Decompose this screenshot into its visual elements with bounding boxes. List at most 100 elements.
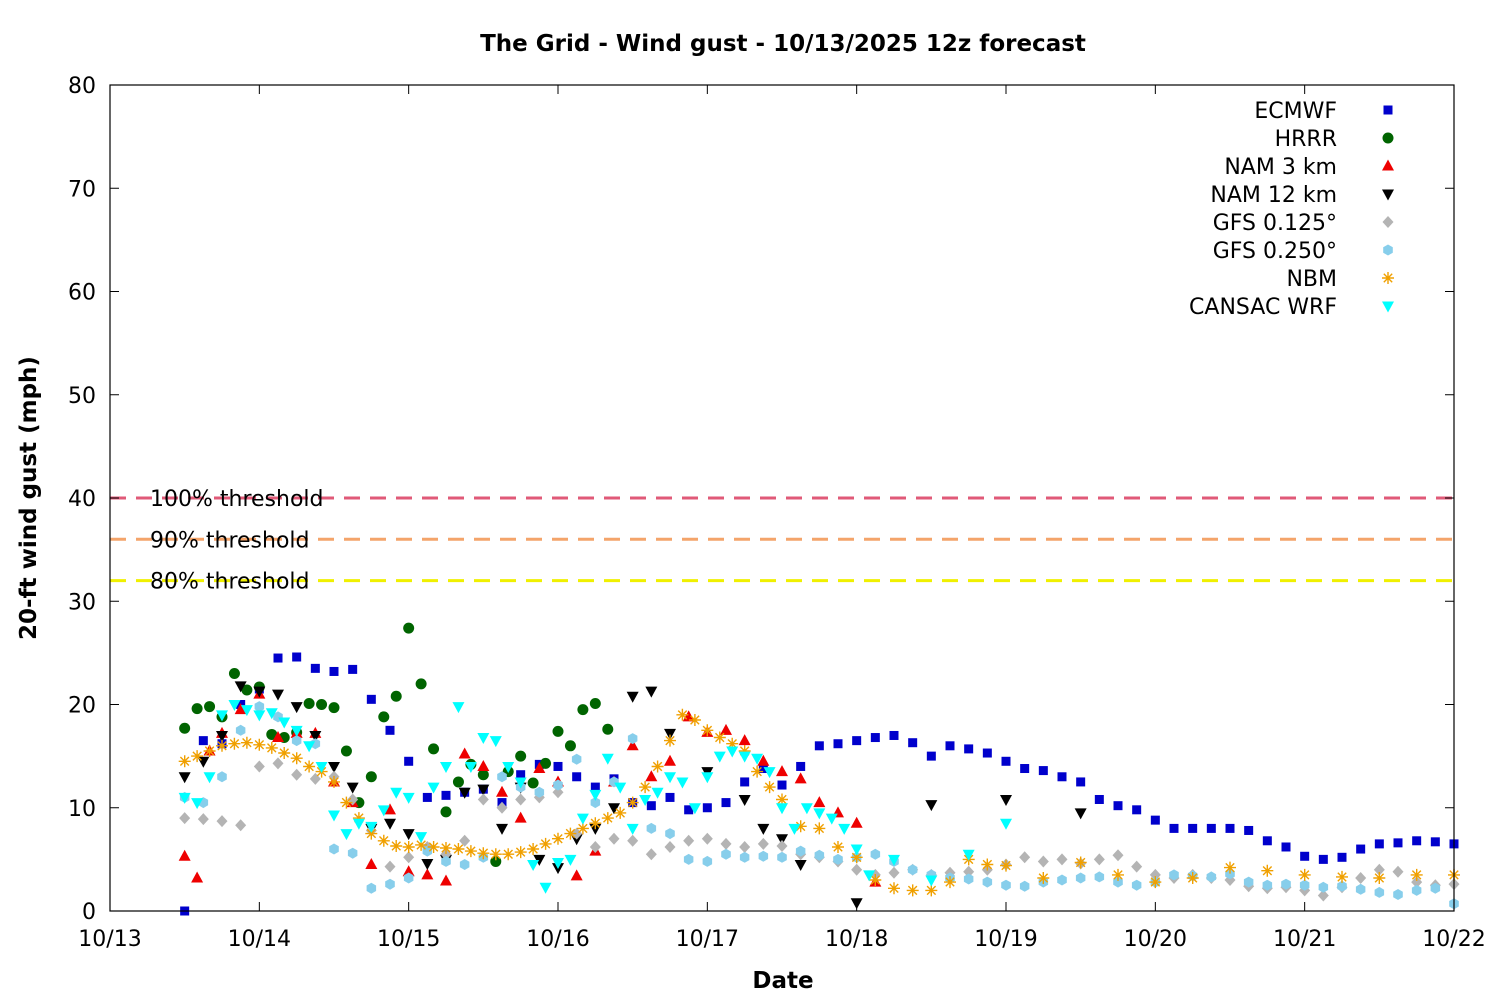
data-point [1318,881,1329,893]
data-point [851,863,863,876]
data-point [365,821,378,833]
data-point [384,803,396,815]
threshold-label-0: 100% threshold [150,487,324,512]
data-point [178,792,191,804]
x-tick-label: 10/14 [228,927,291,952]
data-point [1074,856,1087,869]
data-point [757,837,769,850]
data-point [702,803,712,813]
data-point [464,761,477,773]
data-point [421,868,434,880]
data-point [688,714,701,726]
data-point [664,734,676,747]
data-point [464,845,477,858]
legend-item: GFS 0.250° [1213,239,1393,264]
data-point [639,781,652,794]
data-point [838,823,851,835]
legend-marker [1383,244,1393,256]
data-point [502,848,515,861]
data-point [945,741,955,751]
data-point [1056,853,1068,866]
data-point [645,686,658,698]
data-point [1318,854,1328,864]
data-point [738,751,751,763]
data-point [962,849,975,861]
legend-item: ECMWF [1254,99,1393,124]
legend-marker [1383,105,1393,115]
data-point [539,882,552,894]
data-point [384,818,396,830]
data-point [403,872,414,884]
data-point [291,735,302,747]
y-tick-label: 60 [68,281,96,306]
data-point [203,745,216,757]
data-point [1037,855,1049,868]
data-point [514,846,527,859]
data-point [272,689,284,701]
data-point [427,782,440,794]
data-point [378,711,390,723]
data-point [738,745,751,757]
legend-marker [1382,132,1394,144]
data-point [763,781,776,794]
data-point [688,803,701,815]
data-point [427,841,440,853]
data-point [833,739,843,749]
data-point [497,771,507,783]
data-point [1244,825,1254,835]
data-point [459,834,471,847]
data-point [1337,880,1347,892]
data-point [683,834,695,847]
data-point [800,803,813,815]
data-point [539,837,552,850]
data-point [888,882,900,895]
data-point [384,860,396,873]
legend-marker [1382,216,1394,228]
data-point [813,808,826,820]
data-point [1057,772,1067,782]
data-point [571,753,582,765]
data-point [739,840,751,853]
data-point [1243,876,1254,888]
data-point [907,864,918,876]
data-point [328,810,340,822]
data-point [646,801,656,811]
series-7 [178,700,1012,894]
data-point [627,733,638,745]
data-point [253,710,266,722]
data-point [241,684,253,696]
data-point [713,731,726,744]
data-point [906,884,919,897]
data-point [1393,838,1403,848]
data-point [496,785,508,797]
x-tick-label: 10/16 [526,927,589,952]
data-point [850,844,863,856]
data-point [240,705,253,717]
data-point [776,803,788,815]
data-point [415,832,428,844]
data-point [1094,794,1104,804]
y-tick-label: 20 [68,694,96,719]
data-point [763,767,776,779]
data-point [570,869,583,881]
data-point [514,777,527,789]
data-point [441,855,451,867]
data-point [216,710,228,722]
data-point [348,664,358,674]
data-point [639,794,652,806]
data-point [832,841,844,853]
data-point [179,722,191,734]
data-point [1373,863,1385,876]
data-point [1224,861,1236,874]
data-point [1411,884,1422,896]
data-point [757,754,770,766]
data-point [645,848,657,861]
data-point [527,843,540,855]
x-tick-label: 10/13 [78,927,141,952]
data-point [564,827,577,840]
data-point [440,874,452,886]
data-point [701,832,713,845]
data-point [403,851,415,864]
legend-label: ECMWF [1254,99,1337,124]
data-point [496,823,508,835]
